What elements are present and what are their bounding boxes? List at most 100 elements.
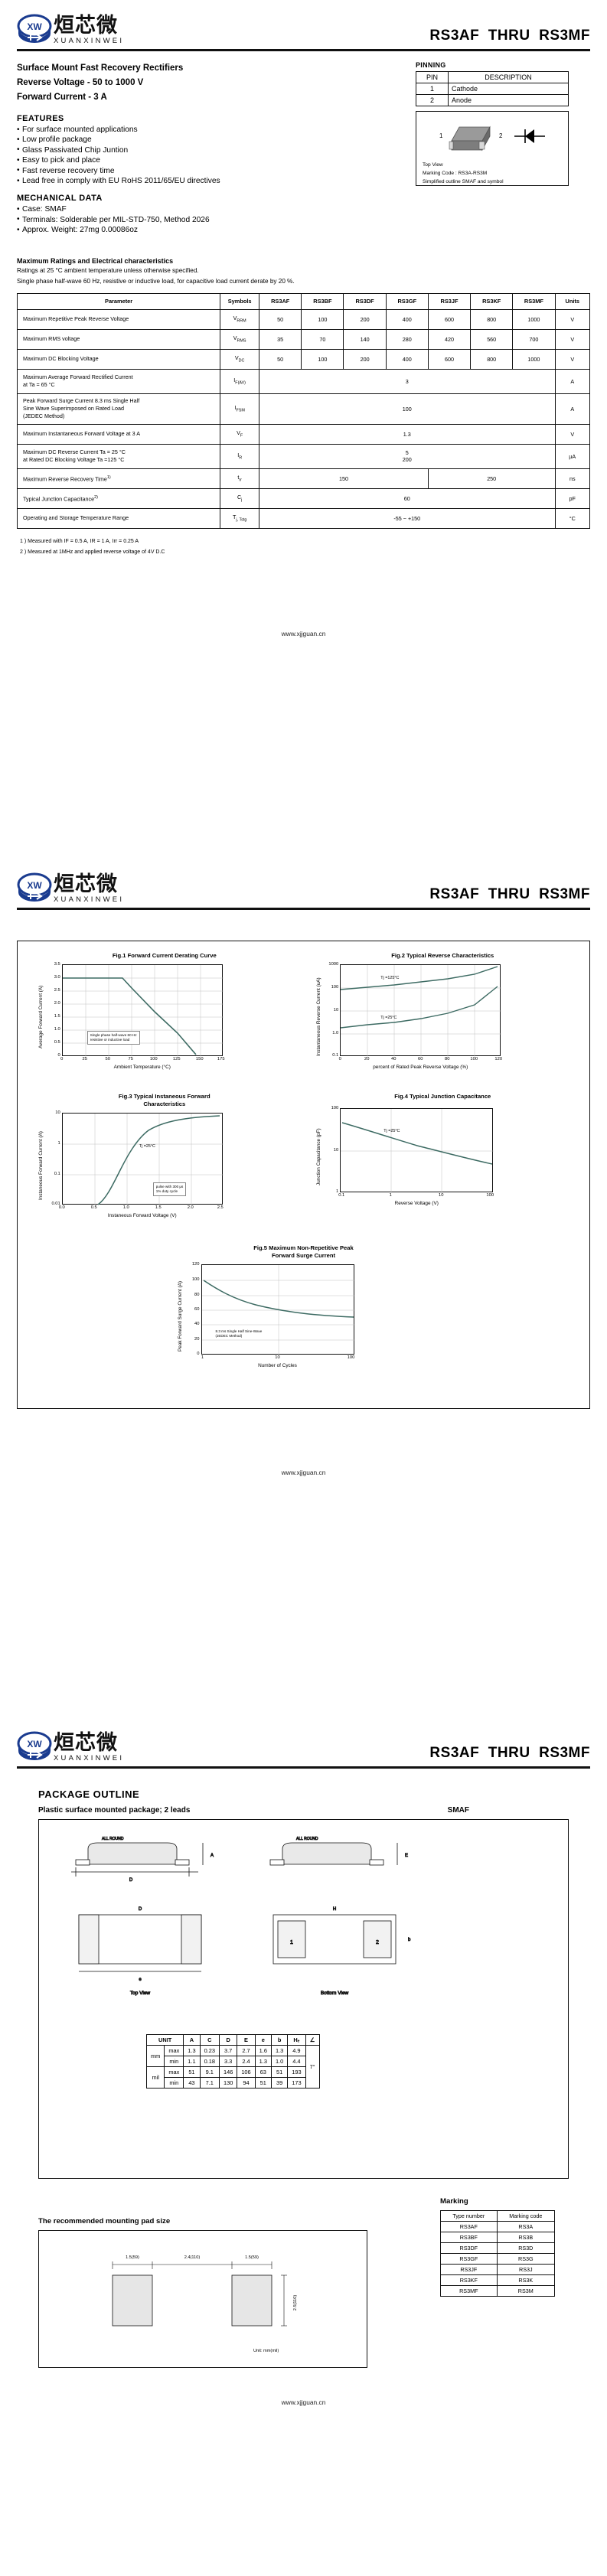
page-title: RS3AF THRU RS3MF — [429, 28, 590, 44]
svg-text:b: b — [408, 1938, 411, 1942]
table-row: Maximum Reverse Recovery Time1) trr 150 … — [16, 468, 590, 489]
fig5-xtick: 100 — [347, 1355, 355, 1360]
svg-text:E: E — [405, 1854, 408, 1858]
dim-value: 4.9 — [287, 2045, 306, 2056]
svg-text:H: H — [333, 1907, 336, 1912]
svg-text:2.4(110): 2.4(110) — [184, 2255, 201, 2260]
fig4-xtick: 10 — [439, 1193, 444, 1198]
fig1-xtick: 100 — [149, 1057, 158, 1061]
col-symbols: Symbols — [220, 292, 260, 310]
mechanical-item: Terminals: Solderable per MIL-STD-750, M… — [17, 214, 346, 225]
marking-type: RS3KF — [440, 2274, 498, 2286]
dim-value: 1.1 — [183, 2056, 201, 2067]
row-units: V — [554, 348, 590, 370]
table-row: Maximum DC Blocking Voltage VDC 50 100 2… — [16, 348, 590, 370]
dim-value: 43 — [183, 2077, 201, 2089]
dim-value: 7.1 — [199, 2077, 220, 2089]
svg-text:ALL ROUND: ALL ROUND — [296, 1837, 318, 1841]
logo-mark-icon: XW — [17, 14, 52, 46]
row-units: A — [554, 393, 590, 425]
col-parameter: Parameter — [16, 292, 221, 310]
header-divider — [17, 49, 590, 51]
feature-item: Low profile package — [17, 135, 346, 145]
fig4-ytick: 10 — [333, 1148, 339, 1153]
svg-text:1.5(59): 1.5(59) — [126, 2255, 139, 2260]
fig5-ytick: 60 — [194, 1307, 200, 1312]
fig5-ytick: 80 — [194, 1293, 200, 1297]
pin-2-label: 2 — [499, 132, 503, 139]
mechanical-data-list: Case: SMAF Terminals: Solderable per MIL… — [17, 204, 346, 236]
ratings-sub-2: Single phase half-wave 60 Hz, resistive … — [17, 277, 295, 285]
fig4-ytick: 1 — [336, 1189, 339, 1194]
row-units: °C — [554, 507, 590, 529]
row-value: 400 — [385, 348, 429, 370]
table-row: Maximum DC Reverse Current Ta = 25 °C at… — [16, 443, 590, 469]
row-units: µA — [554, 443, 590, 469]
marking-code: RS3A — [496, 2221, 556, 2232]
footer-url: www.xjjguan.cn — [281, 629, 326, 637]
fig5-xtick: 10 — [275, 1355, 280, 1360]
row-units: ns — [554, 468, 590, 489]
fig3-series-label: Tj =25°C — [139, 1144, 155, 1149]
marking-type: RS3JF — [440, 2264, 498, 2275]
features-list: For surface mounted applications Low pro… — [17, 124, 346, 186]
row-value: 100 — [259, 393, 556, 425]
fig5-ylabel: Peak Forward Surge Current (A) — [177, 1281, 183, 1352]
row-symbol: VRMS — [220, 328, 260, 350]
fig1-xtick: 25 — [82, 1057, 87, 1061]
fig5-ytick: 40 — [194, 1322, 200, 1326]
figure-1: Fig.1 Forward Current Derating Curve Ave… — [38, 952, 291, 1070]
row-symbol: trr — [220, 468, 260, 489]
row-symbol: IF(AV) — [220, 368, 260, 394]
marking-code: RS3J — [496, 2264, 556, 2275]
header-divider — [17, 908, 590, 910]
row-value: 800 — [470, 308, 514, 330]
fig4-xtick: 0.1 — [338, 1193, 345, 1198]
marking-type: RS3BF — [440, 2232, 498, 2243]
row-units: V — [554, 308, 590, 330]
pin-description: Cathode — [448, 83, 569, 95]
company-name-en: XUANXINWEI — [54, 1753, 125, 1762]
svg-text:Top View: Top View — [130, 1991, 151, 1996]
dim-limit: min — [164, 2056, 184, 2067]
package-name-label: SMAF — [447, 1806, 469, 1815]
row-value: 50 — [259, 348, 302, 370]
dim-value: 2.7 — [237, 2045, 256, 2056]
marking-type: RS3MF — [440, 2285, 498, 2297]
table-row: RS3JF RS3J — [440, 2264, 556, 2275]
table-row: 2 Anode — [416, 94, 569, 106]
col-rs3bf: RS3BF — [301, 292, 344, 310]
dim-col-A: A — [183, 2034, 201, 2046]
row-value: 50 — [259, 308, 302, 330]
row-value: 700 — [512, 328, 556, 350]
pin-description: Anode — [448, 94, 569, 106]
row-value: 100 — [301, 348, 344, 370]
fig4-xtick: 1 — [389, 1193, 392, 1198]
company-name-cn: 烜芯微 — [54, 13, 118, 37]
row-value: 800 — [470, 348, 514, 370]
svg-text:D: D — [129, 1878, 133, 1883]
dim-col-angle: ∠ — [305, 2034, 320, 2046]
col-rs3kf: RS3KF — [470, 292, 514, 310]
chart-row-1: Fig.1 Forward Current Derating Curve Ave… — [25, 952, 582, 1070]
table-header-row: Type number Marking code — [440, 2210, 556, 2222]
row-value: -55 ~ +150 — [259, 507, 556, 529]
fig3-ytick: 0.1 — [54, 1172, 60, 1176]
row-units: A — [554, 368, 590, 394]
fig3-xlabel: Instaneous Forward Voltage (V) — [107, 1213, 177, 1218]
fig1-title: Fig.1 Forward Current Derating Curve — [112, 952, 217, 959]
dim-value: 94 — [237, 2077, 256, 2089]
pinning-section: PINNING PIN DESCRIPTION 1 Cathode 2 Anod… — [416, 61, 590, 236]
dim-value: 1.6 — [254, 2045, 272, 2056]
row-symbol: VRRM — [220, 308, 260, 330]
fig5-ytick: 100 — [191, 1277, 200, 1282]
fig2-ytick: 10 — [333, 1008, 339, 1012]
fig3-annotation: pulse with 300 µs 1% duty cycle — [152, 1182, 187, 1196]
fig4-ylabel: Junction Capacitance (pF) — [316, 1128, 322, 1186]
outline-note: Simplified outline SMAF and symbol — [423, 179, 504, 184]
dim-value: 1.3 — [254, 2056, 272, 2067]
package-outline-title: PACKAGE OUTLINE — [38, 1789, 140, 1800]
row-symbol: VDC — [220, 348, 260, 370]
fig3-xtick: 0.0 — [58, 1205, 65, 1210]
row-value: 150 — [259, 468, 429, 489]
